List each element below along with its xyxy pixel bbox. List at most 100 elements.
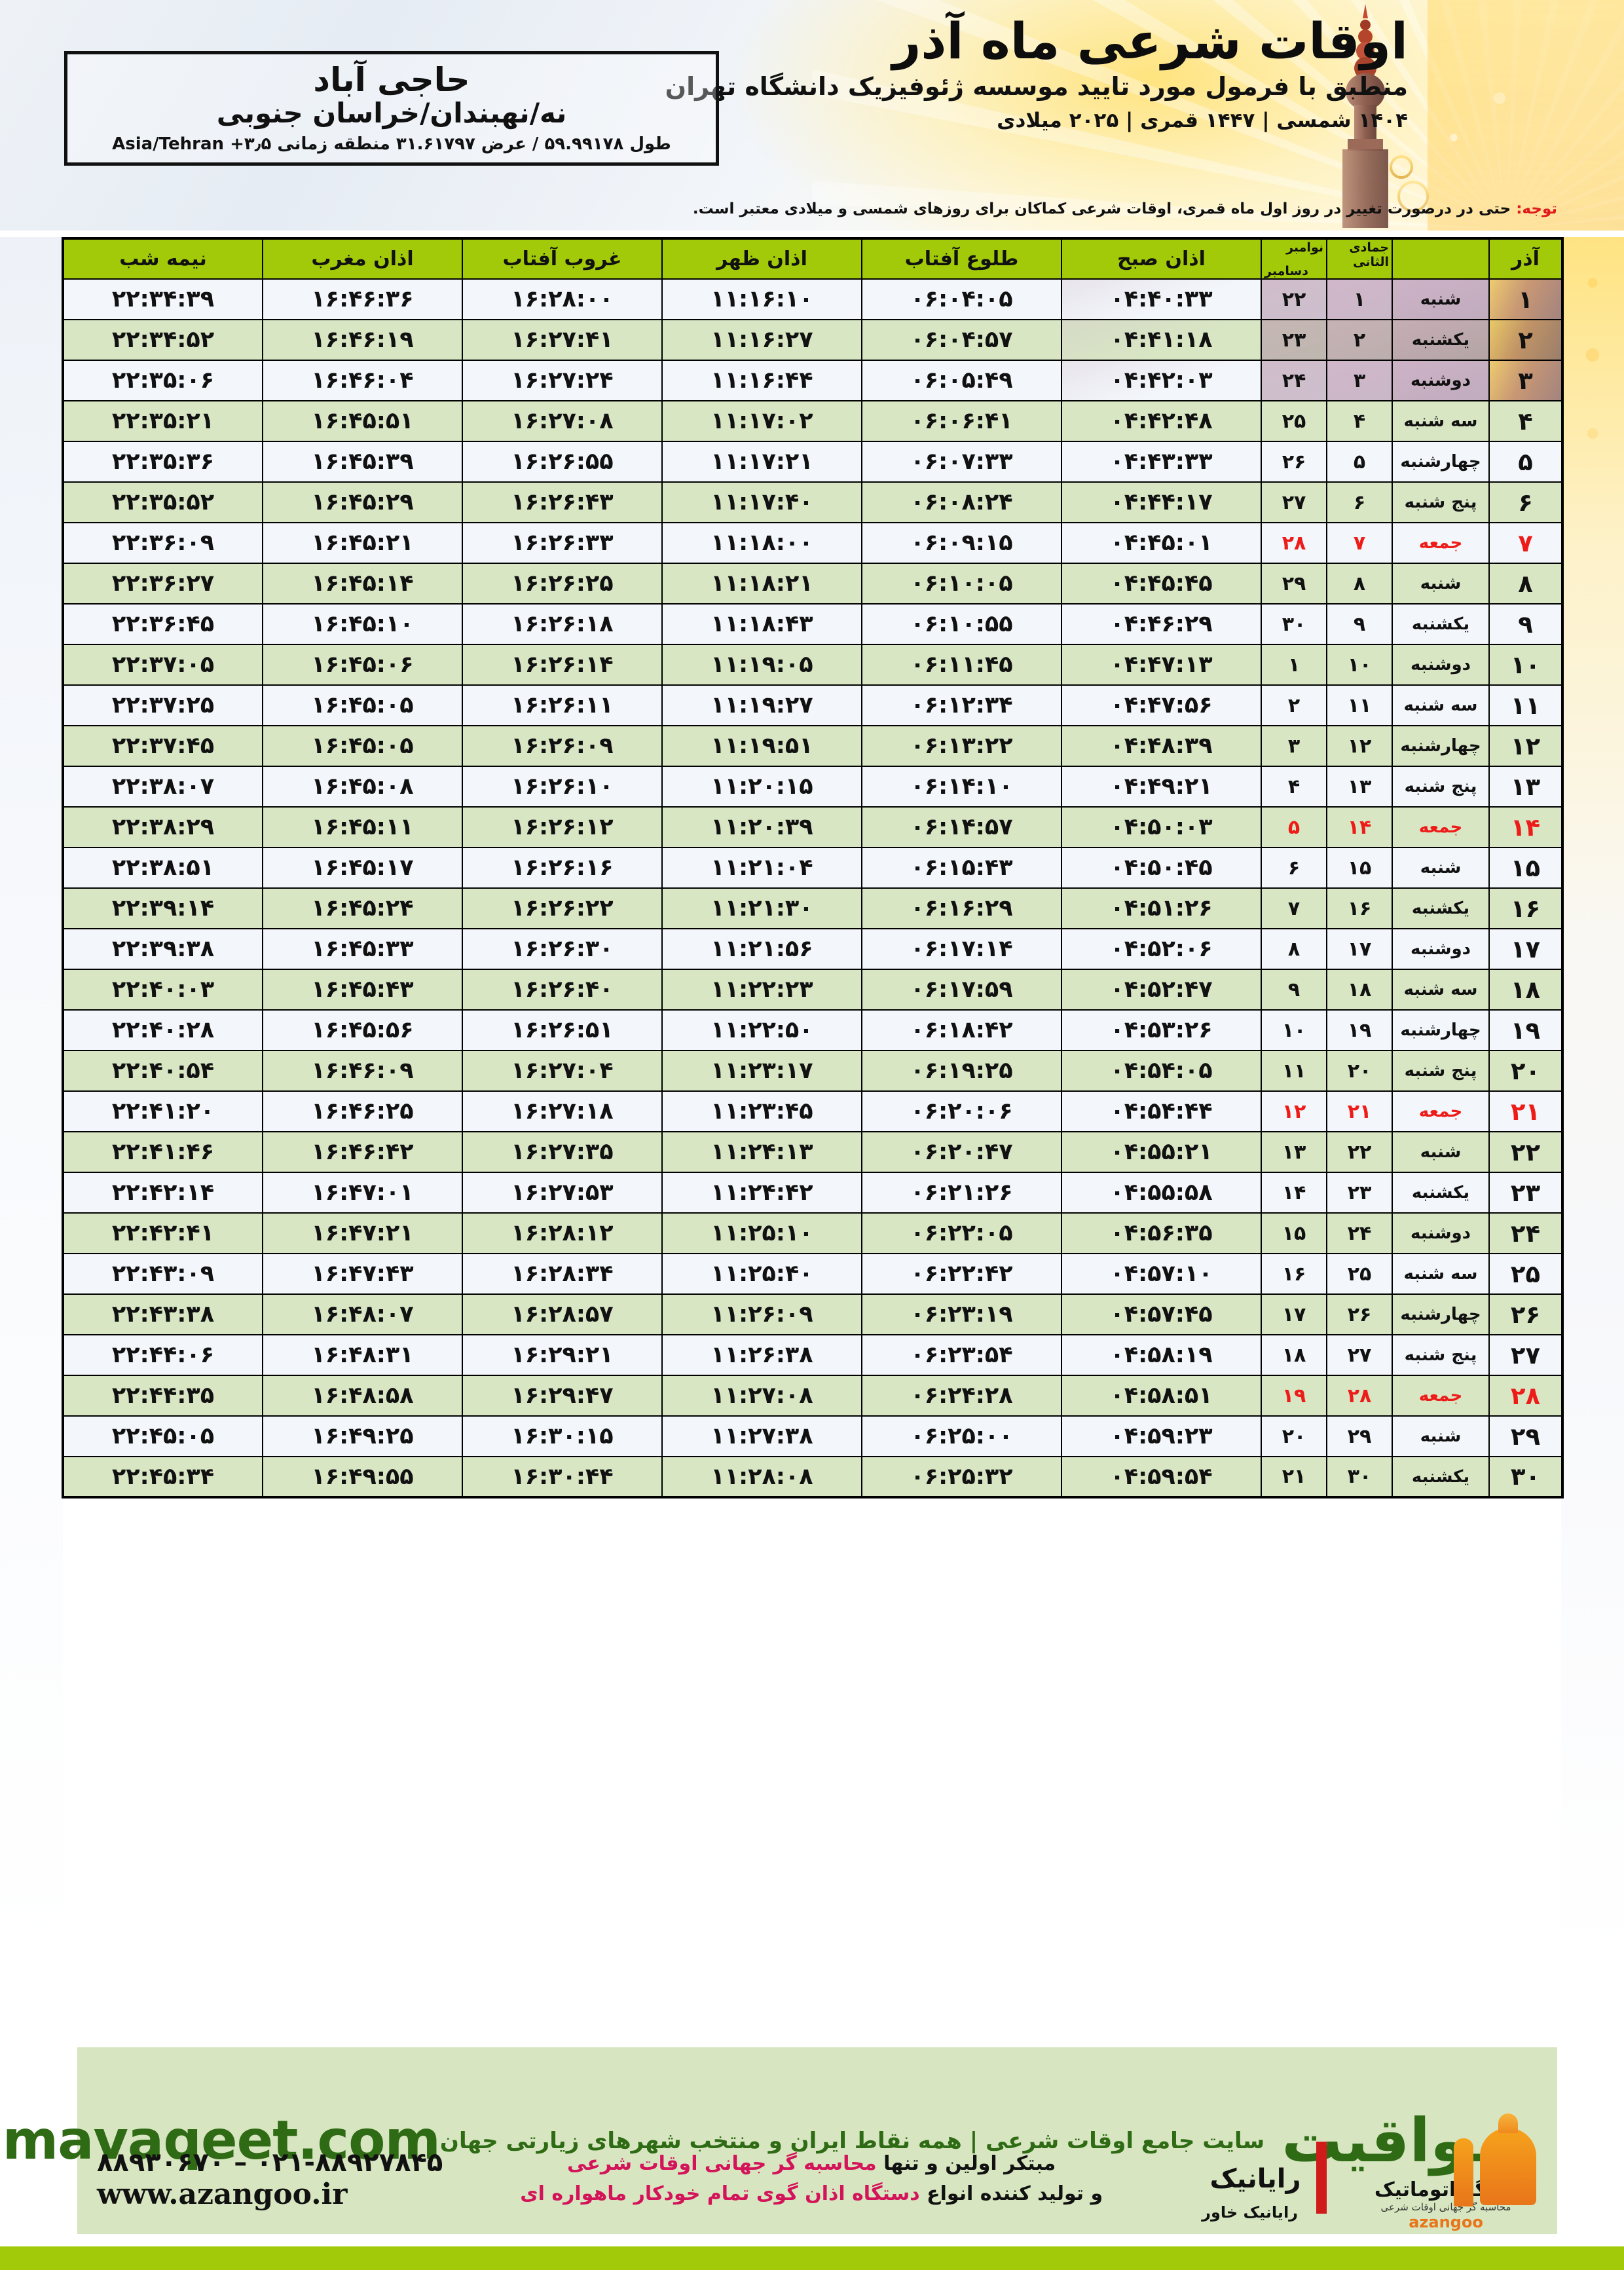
cell-midnight: ۲۲:۳۶:۰۹ bbox=[62, 522, 263, 564]
cell-sunset: ۱۶:۲۶:۱۲ bbox=[462, 806, 663, 848]
cell-sunrise: ۰۶:۰۴:۵۷ bbox=[861, 319, 1062, 361]
cell-lunar: ۲۶ bbox=[1326, 1293, 1393, 1335]
footer-phone[interactable]: ۰۲۱-۸۸۹۲۷۸۴۵ – ۸۸۹۳۰۶۷۰ bbox=[97, 2147, 443, 2178]
cell-midnight: ۲۲:۴۴:۰۶ bbox=[62, 1334, 263, 1376]
cell-day: ۵ bbox=[1488, 441, 1563, 483]
cell-day: ۲۲ bbox=[1488, 1131, 1563, 1173]
cell-fajr: ۰۴:۴۶:۲۹ bbox=[1061, 603, 1262, 645]
cell-lunar: ۴ bbox=[1326, 400, 1393, 442]
cell-midnight: ۲۲:۴۵:۳۴ bbox=[62, 1456, 263, 1498]
cell-maghrib: ۱۶:۴۵:۰۵ bbox=[262, 725, 463, 767]
location-city: حاجی آباد bbox=[313, 61, 470, 100]
cell-maghrib: ۱۶:۴۸:۳۱ bbox=[262, 1334, 463, 1376]
cell-midnight: ۲۲:۳۸:۲۹ bbox=[62, 806, 263, 848]
footer-website[interactable]: www.azangoo.ir bbox=[97, 2177, 348, 2211]
cell-maghrib: ۱۶:۴۵:۳۹ bbox=[262, 441, 463, 483]
cell-sunrise: ۰۶:۲۰:۴۷ bbox=[861, 1131, 1062, 1173]
cell-midnight: ۲۲:۳۵:۳۶ bbox=[62, 441, 263, 483]
cell-fajr: ۰۴:۴۴:۱۷ bbox=[1061, 481, 1262, 523]
cell-day: ۱۶ bbox=[1488, 887, 1563, 929]
azangoo-logo-sub: محاسبه گر جهانی اوقات شرعی bbox=[1380, 2201, 1511, 2213]
cell-dhuhr: ۱۱:۲۶:۰۹ bbox=[661, 1293, 862, 1335]
cell-lunar: ۳۰ bbox=[1326, 1456, 1393, 1498]
cell-sunset: ۱۶:۲۶:۱۸ bbox=[462, 603, 663, 645]
cell-weekday: چهارشنبه bbox=[1392, 1293, 1490, 1335]
cell-sunrise: ۰۶:۲۵:۰۰ bbox=[861, 1415, 1062, 1457]
cell-midnight: ۲۲:۳۹:۱۴ bbox=[62, 887, 263, 929]
table-row: ۹ یکشنبه ۹ ۳۰ ۰۴:۴۶:۲۹ ۰۶:۱۰:۵۵ ۱۱:۱۸:۴۳ ۱۶:۲۶:… bbox=[62, 603, 1563, 645]
footer-domain[interactable]: mavaqeet.com bbox=[2, 2110, 441, 2172]
cell-day: ۹ bbox=[1488, 603, 1563, 645]
cell-dhuhr: ۱۱:۲۱:۳۰ bbox=[661, 887, 862, 929]
page-subtitle: منطبق با فرمول مورد تایید موسسه ژئوفیزیک… bbox=[665, 72, 1408, 102]
col-header-fajr: اذان صبح bbox=[1061, 238, 1262, 280]
cell-weekday: جمعه bbox=[1392, 1375, 1490, 1417]
left-decorative-strip bbox=[0, 237, 63, 1966]
location-region: نه/نهبندان/خراسان جنوبی bbox=[216, 96, 567, 129]
cell-day: ۶ bbox=[1488, 481, 1563, 523]
cell-fajr: ۰۴:۵۸:۵۱ bbox=[1061, 1375, 1262, 1417]
cell-sunrise: ۰۶:۱۶:۲۹ bbox=[861, 887, 1062, 929]
cell-weekday: جمعه bbox=[1392, 806, 1490, 848]
cell-fajr: ۰۴:۵۰:۴۵ bbox=[1061, 847, 1262, 889]
cell-sunrise: ۰۶:۱۴:۵۷ bbox=[861, 806, 1062, 848]
year-line: ۱۴۰۴ شمسی | ۱۴۴۷ قمری | ۲۰۲۵ میلادی bbox=[997, 108, 1408, 132]
cell-greg: ۱۰ bbox=[1261, 1009, 1327, 1051]
cell-dhuhr: ۱۱:۱۷:۰۲ bbox=[661, 400, 862, 442]
cell-midnight: ۲۲:۴۳:۳۸ bbox=[62, 1293, 263, 1335]
cell-dhuhr: ۱۱:۲۳:۴۵ bbox=[661, 1090, 862, 1132]
footer-slogan: مبتکر اولین و تنها محاسبه گر جهانی اوقات… bbox=[443, 2149, 1180, 2210]
cell-sunrise: ۰۶:۱۹:۲۵ bbox=[861, 1050, 1062, 1092]
cell-dhuhr: ۱۱:۲۴:۱۳ bbox=[661, 1131, 862, 1173]
col-header-midnight: نیمه شب bbox=[62, 238, 263, 280]
cell-fajr: ۰۴:۵۲:۴۷ bbox=[1061, 969, 1262, 1011]
cell-sunrise: ۰۶:۲۲:۴۲ bbox=[861, 1253, 1062, 1295]
slogan-line-2a: و تولید کننده انواع bbox=[919, 2182, 1103, 2205]
cell-midnight: ۲۲:۴۰:۲۸ bbox=[62, 1009, 263, 1051]
cell-weekday: دوشنبه bbox=[1392, 644, 1490, 686]
cell-fajr: ۰۴:۵۴:۴۴ bbox=[1061, 1090, 1262, 1132]
location-coordinates: طول ۵۹.۹۹۱۷۸ / عرض ۳۱.۶۱۷۹۷ منطقه زمانی … bbox=[112, 134, 671, 154]
cell-lunar: ۱۴ bbox=[1326, 806, 1393, 848]
col-header-day: آذر bbox=[1488, 238, 1563, 280]
cell-day: ۷ bbox=[1488, 522, 1563, 564]
cell-sunrise: ۰۶:۰۶:۴۱ bbox=[861, 400, 1062, 442]
cell-dhuhr: ۱۱:۱۸:۰۰ bbox=[661, 522, 862, 564]
cell-fajr: ۰۴:۴۰:۳۳ bbox=[1061, 278, 1262, 320]
table-row: ۲۵ سه شنبه ۲۵ ۱۶ ۰۴:۵۷:۱۰ ۰۶:۲۲:۴۲ ۱۱:۲۵:۴۰ ۱۶:… bbox=[62, 1253, 1563, 1295]
cell-greg: ۲۰ bbox=[1261, 1415, 1327, 1457]
cell-lunar: ۱۶ bbox=[1326, 887, 1393, 929]
cell-maghrib: ۱۶:۴۵:۵۱ bbox=[262, 400, 463, 442]
cell-fajr: ۰۴:۴۲:۴۸ bbox=[1061, 400, 1262, 442]
cell-lunar: ۱۷ bbox=[1326, 928, 1393, 970]
cell-weekday: جمعه bbox=[1392, 522, 1490, 564]
cell-fajr: ۰۴:۴۲:۰۳ bbox=[1061, 360, 1262, 401]
cell-fajr: ۰۴:۵۸:۱۹ bbox=[1061, 1334, 1262, 1376]
cell-greg: ۱۵ bbox=[1261, 1212, 1327, 1254]
table-row: ۲ یکشنبه ۲ ۲۳ ۰۴:۴۱:۱۸ ۰۶:۰۴:۵۷ ۱۱:۱۶:۲۷ ۱۶:۲۷:… bbox=[62, 319, 1563, 361]
cell-day: ۱۱ bbox=[1488, 684, 1563, 726]
table-row: ۴ سه شنبه ۴ ۲۵ ۰۴:۴۲:۴۸ ۰۶:۰۶:۴۱ ۱۱:۱۷:۰۲ ۱۶:۲۷… bbox=[62, 400, 1563, 442]
footer-logos: اذانگو اتوماتیک محاسبه گر جهانی اوقات شر… bbox=[1180, 2113, 1557, 2231]
cell-maghrib: ۱۶:۴۵:۰۵ bbox=[262, 684, 463, 726]
cell-dhuhr: ۱۱:۲۰:۳۹ bbox=[661, 806, 862, 848]
cell-weekday: پنج شنبه bbox=[1392, 1334, 1490, 1376]
cell-fajr: ۰۴:۴۳:۳۳ bbox=[1061, 441, 1262, 483]
cell-greg: ۲۵ bbox=[1261, 400, 1327, 442]
cell-lunar: ۵ bbox=[1326, 441, 1393, 483]
footer-info: اذانگو اتوماتیک محاسبه گر جهانی اوقات شر… bbox=[77, 2113, 1557, 2241]
cell-lunar: ۲۱ bbox=[1326, 1090, 1393, 1132]
cell-sunset: ۱۶:۲۶:۲۵ bbox=[462, 563, 663, 605]
cell-dhuhr: ۱۱:۱۸:۴۳ bbox=[661, 603, 862, 645]
footer-tagline: سایت جامع اوقات شرعی | همه نقاط ایران و … bbox=[439, 2127, 1265, 2154]
cell-weekday: چهارشنبه bbox=[1392, 725, 1490, 767]
cell-sunrise: ۰۶:۱۰:۰۵ bbox=[861, 563, 1062, 605]
cell-lunar: ۸ bbox=[1326, 563, 1393, 605]
cell-fajr: ۰۴:۵۹:۲۳ bbox=[1061, 1415, 1262, 1457]
cell-dhuhr: ۱۱:۲۲:۵۰ bbox=[661, 1009, 862, 1051]
cell-dhuhr: ۱۱:۱۹:۰۵ bbox=[661, 644, 862, 686]
cell-maghrib: ۱۶:۴۵:۲۴ bbox=[262, 887, 463, 929]
col-header-dhuhr: اذان ظهر bbox=[661, 238, 862, 280]
cell-sunset: ۱۶:۲۶:۲۲ bbox=[462, 887, 663, 929]
cell-fajr: ۰۴:۵۵:۵۸ bbox=[1061, 1172, 1262, 1214]
